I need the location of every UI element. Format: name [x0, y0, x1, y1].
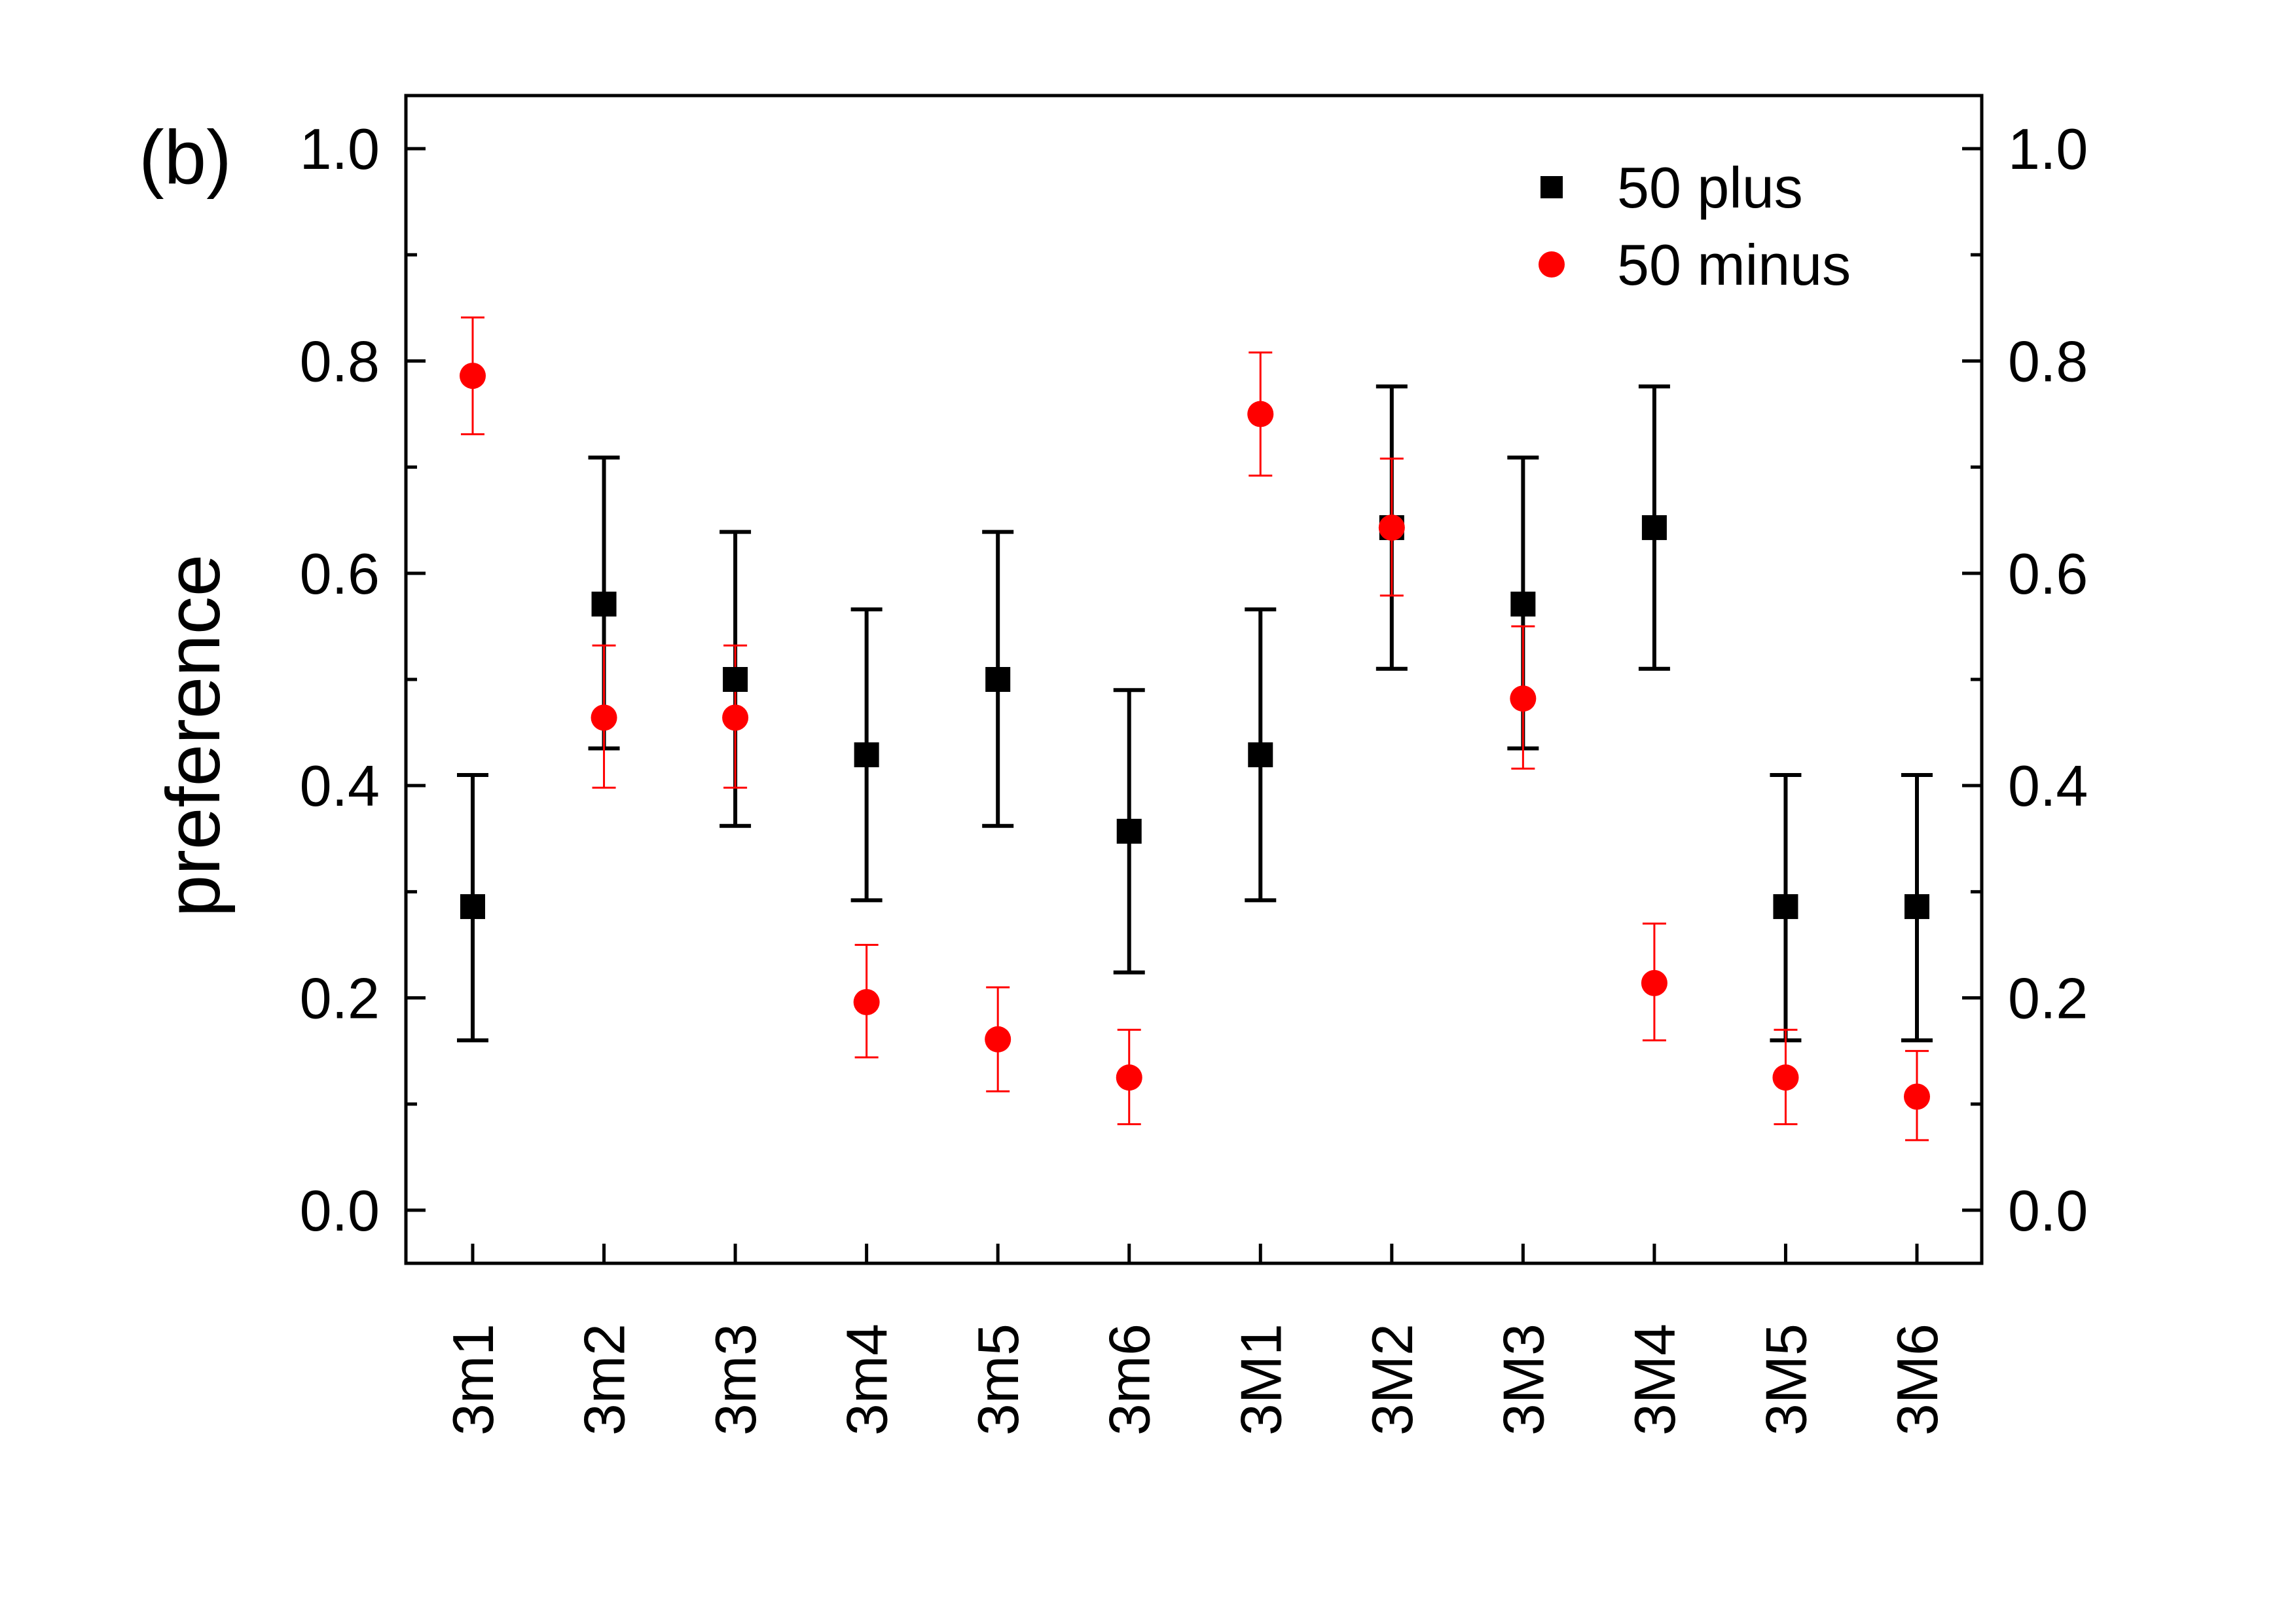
x-tick-label: 3m6 — [1097, 1324, 1162, 1435]
legend-label-50-plus: 50 plus — [1617, 155, 1803, 220]
point-50-plus — [1641, 515, 1667, 541]
point-50-minus — [1510, 685, 1537, 712]
point-50-plus — [1904, 894, 1929, 920]
x-tick-label: 3m2 — [572, 1324, 637, 1435]
x-tick-label: 3m4 — [835, 1324, 900, 1435]
x-tick-label: 3M6 — [1885, 1324, 1950, 1435]
x-tick-label: 3M2 — [1360, 1324, 1425, 1435]
y-tick-label-right: 0.4 — [2008, 753, 2088, 818]
point-50-plus — [460, 894, 485, 920]
point-50-plus — [985, 667, 1011, 692]
y-tick-label-left: 1.0 — [300, 117, 380, 181]
y-tick-label-right: 0.2 — [2008, 966, 2088, 1031]
point-50-minus — [591, 704, 617, 731]
point-50-plus — [723, 667, 748, 692]
x-tick-label: 3m1 — [441, 1324, 505, 1435]
y-tick-label-left: 0.2 — [300, 966, 380, 1031]
y-tick-label-left: 0.0 — [300, 1178, 380, 1243]
x-tick-label: 3m3 — [703, 1324, 768, 1435]
y-axis-title: preference — [151, 554, 236, 918]
point-50-minus — [722, 704, 749, 731]
y-tick-label-left: 0.8 — [300, 329, 380, 393]
y-tick-label-right: 1.0 — [2008, 117, 2088, 181]
point-50-plus — [1248, 742, 1273, 768]
plot-layer: 0.0 0.0 0.2 0.2 0.4 0.4 0.6 0.6 0.8 0.8 1.0 1.0 3m1 3… — [300, 94, 2088, 1435]
y-tick-label-left: 0.6 — [300, 541, 380, 606]
point-50-plus — [591, 591, 617, 617]
point-50-plus — [854, 742, 879, 768]
legend-marker-50-plus — [1540, 176, 1563, 198]
legend-marker-50-minus — [1539, 251, 1565, 278]
point-50-minus — [1641, 969, 1667, 996]
point-50-minus — [985, 1026, 1011, 1053]
point-50-plus — [1773, 894, 1798, 920]
y-tick-label-right: 0.6 — [2008, 541, 2088, 606]
point-50-minus — [1247, 401, 1274, 427]
point-50-minus — [853, 989, 880, 1016]
y-tick-label-left: 0.4 — [300, 753, 380, 818]
x-tick-label: 3m5 — [966, 1324, 1030, 1435]
panel-label: (b) — [139, 115, 232, 200]
x-tick-label: 3M5 — [1753, 1324, 1818, 1435]
x-tick-label: 3M4 — [1622, 1324, 1687, 1435]
y-tick-label-right: 0.0 — [2008, 1178, 2088, 1243]
point-50-minus — [1116, 1064, 1142, 1091]
y-tick-label-right: 0.8 — [2008, 329, 2088, 393]
point-50-plus — [1116, 818, 1142, 844]
x-tick-label: 3M3 — [1491, 1324, 1556, 1435]
point-50-minus — [1772, 1064, 1799, 1091]
x-tick-label: 3M1 — [1228, 1324, 1293, 1435]
point-50-minus — [1904, 1083, 1930, 1110]
point-50-minus — [1378, 514, 1405, 541]
point-50-minus — [460, 363, 486, 389]
legend-label-50-minus: 50 minus — [1617, 232, 1851, 297]
point-50-plus — [1510, 591, 1536, 617]
